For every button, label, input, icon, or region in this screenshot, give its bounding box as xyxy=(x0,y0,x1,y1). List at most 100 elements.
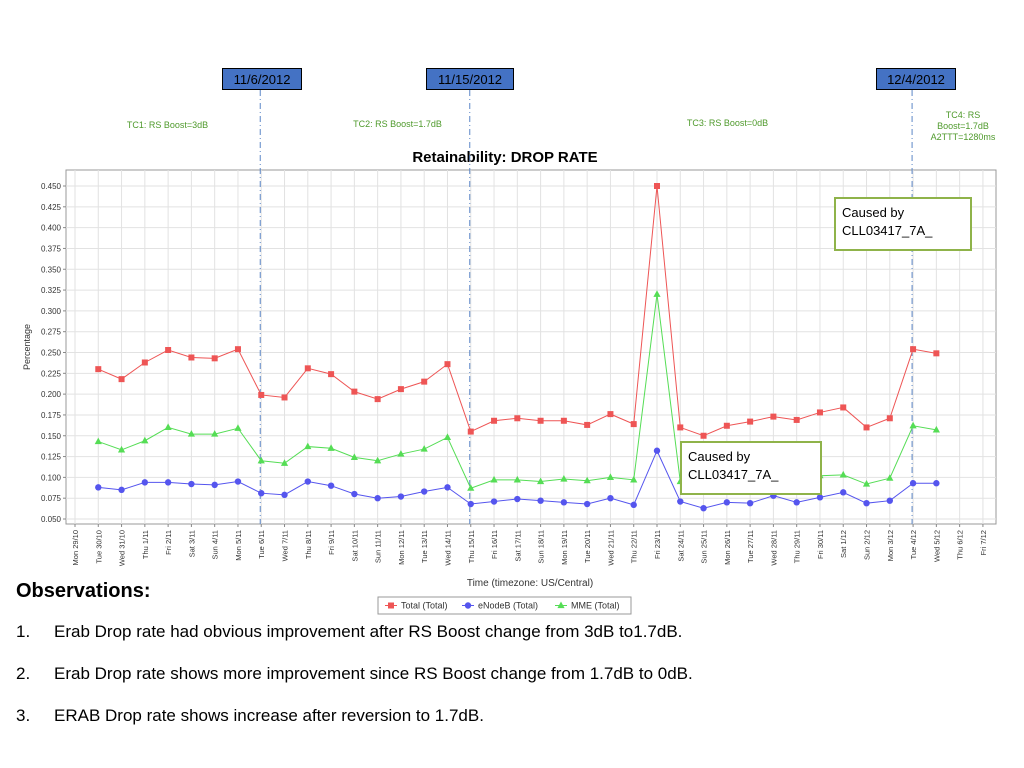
drop-rate-chart: Retainability: DROP RATE 0.050 0.075 0.100… xyxy=(22,90,997,615)
data-point xyxy=(863,424,870,431)
data-point xyxy=(164,423,172,431)
data-point xyxy=(723,422,730,429)
data-point xyxy=(421,488,428,495)
data-point xyxy=(606,473,615,480)
x-tick-label: Sat 17/11 xyxy=(513,530,522,562)
callout-bottom: Caused by CLL03417_7A_ xyxy=(680,441,822,495)
data-point xyxy=(910,346,917,353)
tc1-label: TC1: RS Boost=3dB xyxy=(126,120,209,130)
x-tick-label: Thu 8/11 xyxy=(304,530,313,559)
data-point xyxy=(211,355,218,362)
observation-item: 1. Erab Drop rate had obvious improvement… xyxy=(16,620,693,662)
data-point xyxy=(351,490,358,498)
data-point xyxy=(95,366,102,373)
data-point xyxy=(654,183,660,189)
observation-text: Erab Drop rate had obvious improvement a… xyxy=(54,622,683,641)
data-point xyxy=(583,476,591,484)
data-point xyxy=(933,480,940,487)
y-tick-label: 0.225 xyxy=(41,369,62,378)
y-tick-label: 0.150 xyxy=(41,432,62,441)
data-point xyxy=(165,347,172,354)
data-point xyxy=(188,354,195,361)
data-point xyxy=(234,478,242,485)
data-point xyxy=(374,494,381,502)
data-point xyxy=(234,424,242,431)
data-point xyxy=(211,430,219,437)
x-tick-label: Thu 22/11 xyxy=(630,530,639,563)
data-point xyxy=(188,480,195,488)
y-axis: 0.050 0.075 0.100 0.125 0.150 0.175 0.200 0.225… xyxy=(41,182,66,524)
x-tick-label: Tue 27/11 xyxy=(746,530,755,563)
x-tick-label: Fri 7/12 xyxy=(979,530,988,555)
x-tick-label: Sun 11/11 xyxy=(374,530,383,563)
data-point xyxy=(932,425,940,433)
y-tick-label: 0.375 xyxy=(41,244,62,253)
y-tick-label: 0.325 xyxy=(41,286,62,295)
data-point xyxy=(141,436,149,444)
data-point xyxy=(513,475,521,483)
x-tick-label: Fri 23/11 xyxy=(653,530,662,559)
tc3-label: TC3: RS Boost=0dB xyxy=(686,118,769,128)
data-point xyxy=(397,493,405,500)
data-point xyxy=(933,350,940,357)
data-point xyxy=(187,430,195,437)
grid xyxy=(66,170,996,524)
data-point xyxy=(537,497,544,504)
data-point xyxy=(909,480,917,487)
tc4-label: TC4: RS Boost=1.7dB A2TTT=1280ms xyxy=(930,110,996,142)
data-point xyxy=(677,424,684,431)
x-tick-label: Wed 7/11 xyxy=(281,530,290,561)
y-tick-label: 0.350 xyxy=(41,265,62,274)
data-point xyxy=(886,497,893,504)
data-point xyxy=(211,481,218,489)
data-point xyxy=(304,442,312,450)
data-point xyxy=(909,421,917,429)
y-tick-label: 0.125 xyxy=(41,453,62,462)
x-tick-label: Tue 20/11 xyxy=(583,530,592,563)
data-point xyxy=(746,499,754,507)
x-tick-label: Thu 6/12 xyxy=(956,530,965,560)
observation-number: 1. xyxy=(16,622,31,641)
x-tick-label: Thu 29/11 xyxy=(793,530,802,563)
data-point xyxy=(281,394,288,401)
data-point xyxy=(840,404,847,411)
x-tick-label: Mon 3/12 xyxy=(886,530,895,561)
x-tick-label: Sun 2/12 xyxy=(863,530,872,560)
y-tick-label: 0.300 xyxy=(41,307,62,316)
data-point xyxy=(95,484,102,491)
data-point xyxy=(280,459,289,466)
data-point xyxy=(420,445,428,452)
data-point xyxy=(537,417,544,424)
x-tick-label: Mon 5/11 xyxy=(234,530,243,561)
y-tick-label: 0.275 xyxy=(41,328,62,337)
x-tick-label: Sat 3/11 xyxy=(187,530,196,557)
y-tick-label: 0.200 xyxy=(41,390,62,399)
data-point xyxy=(793,416,800,423)
data-point xyxy=(234,346,241,353)
data-point xyxy=(514,415,521,422)
x-tick-label: Wed 14/11 xyxy=(443,530,452,566)
data-point xyxy=(374,456,382,464)
x-tick-label: Fri 30/11 xyxy=(816,530,825,559)
data-point xyxy=(258,489,265,497)
x-tick-label: Sun 4/11 xyxy=(211,530,220,559)
data-point xyxy=(118,376,125,383)
data-point xyxy=(816,409,823,416)
data-point xyxy=(840,489,847,496)
legend-label: MME (Total) xyxy=(571,601,620,611)
data-point xyxy=(700,432,707,439)
data-point xyxy=(630,501,637,509)
data-point xyxy=(630,475,638,483)
y-tick-label: 0.100 xyxy=(41,473,62,482)
data-point xyxy=(444,361,451,368)
observation-text: ERAB Drop rate shows increase after reve… xyxy=(54,706,484,725)
data-point xyxy=(490,475,498,483)
data-point xyxy=(700,504,707,512)
data-point xyxy=(388,602,394,609)
data-point xyxy=(607,411,614,418)
data-point xyxy=(630,421,637,428)
observation-item: 2. Erab Drop rate shows more improvement … xyxy=(16,662,693,704)
data-point xyxy=(304,365,311,372)
x-tick-label: Tue 30/10 xyxy=(94,530,103,564)
data-point xyxy=(560,417,567,424)
